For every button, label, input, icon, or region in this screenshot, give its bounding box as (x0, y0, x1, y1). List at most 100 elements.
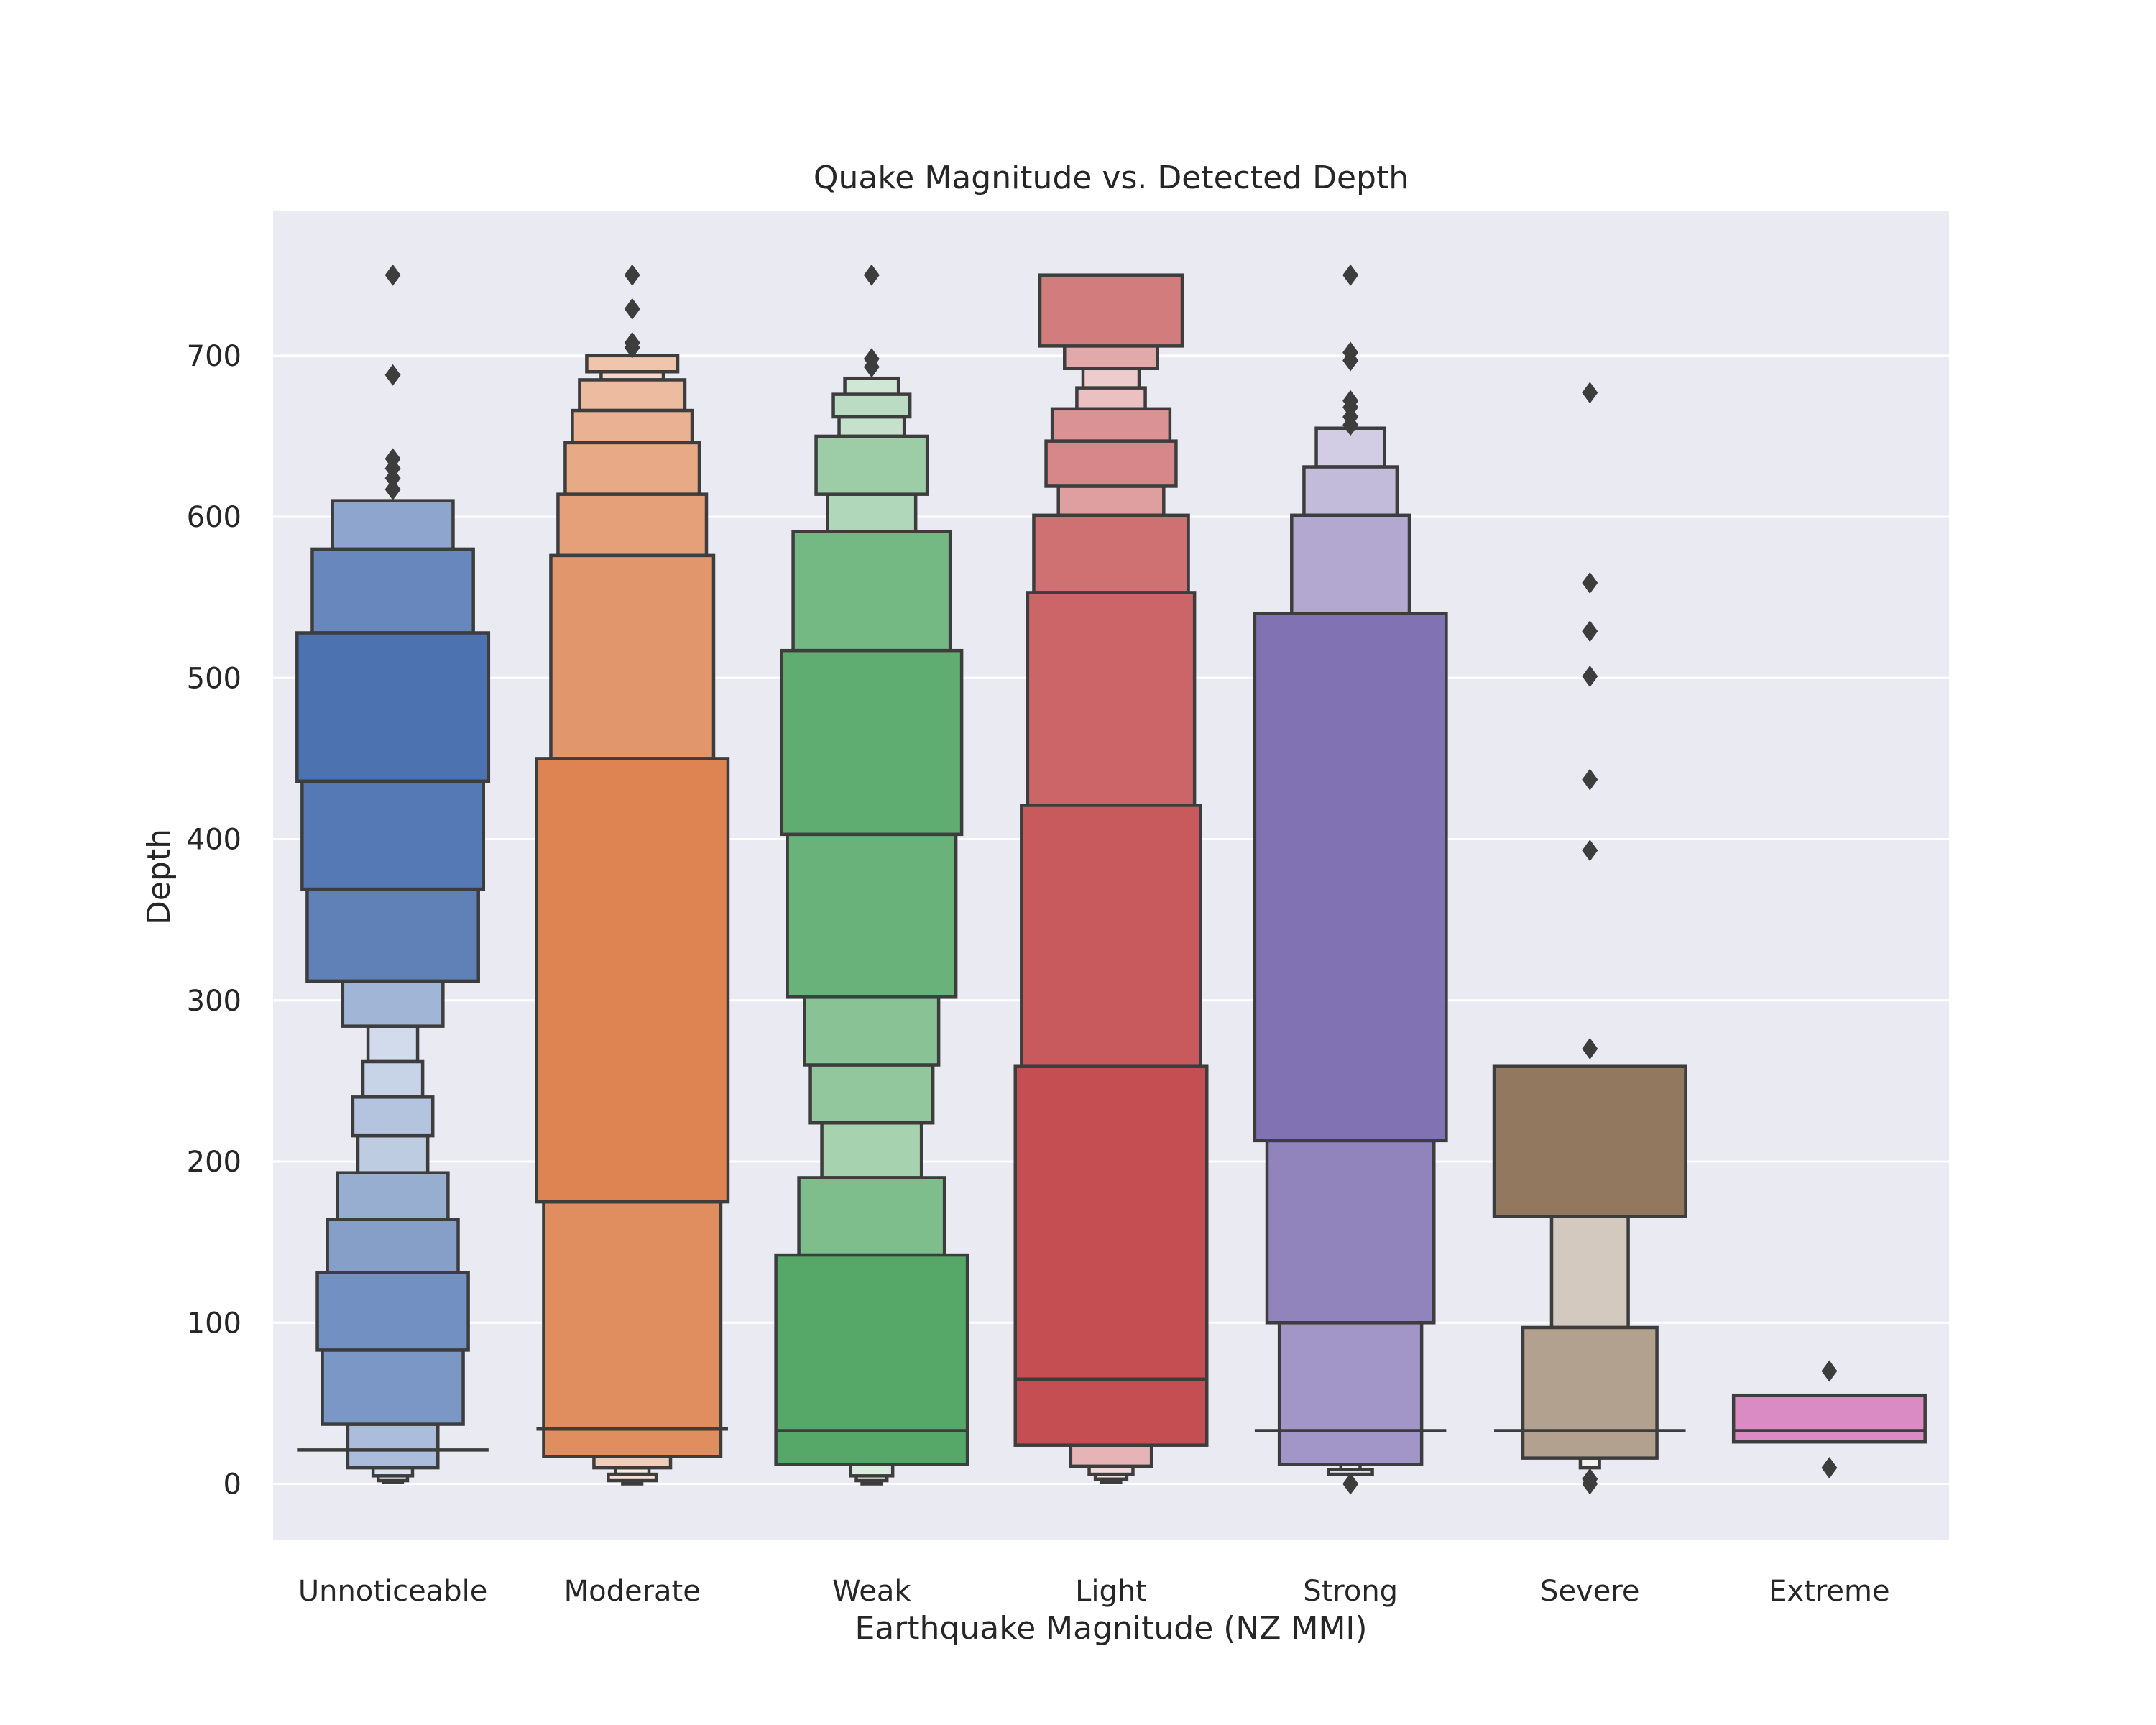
outlier-point (1582, 572, 1598, 594)
boxen-box (310, 547, 475, 635)
outlier-point (1582, 666, 1598, 688)
outlier-point (1342, 349, 1359, 372)
boxen-box (849, 1463, 895, 1478)
outlier-point (384, 364, 401, 386)
boxen-box (1302, 465, 1399, 518)
boxen-box (563, 441, 701, 496)
y-tick-label: 600 (187, 501, 241, 534)
boxen-box (786, 832, 958, 999)
boxen-box (1020, 804, 1202, 1068)
y-tick-label: 100 (187, 1307, 241, 1340)
y-tick-label: 300 (187, 985, 241, 1018)
boxen-box (331, 499, 455, 551)
x-tick-label: Unnoticeable (298, 1575, 487, 1608)
outlier-point (1582, 840, 1598, 862)
boxen-box (1032, 513, 1190, 594)
boxen-box (366, 1024, 420, 1064)
outlier-point (863, 356, 880, 378)
y-tick-label: 700 (187, 340, 241, 373)
outlier-point (1582, 1473, 1598, 1495)
boxen-severe (1492, 382, 1687, 1495)
boxen-box (356, 1133, 430, 1174)
boxen-series (295, 264, 1927, 1495)
boxen-box (820, 1121, 923, 1179)
boxen-box (578, 378, 687, 413)
outlier-point (384, 467, 401, 489)
outlier-point (1582, 620, 1598, 643)
boxen-box (1044, 439, 1178, 488)
boxen-box (1013, 1064, 1209, 1447)
outlier-point (1582, 382, 1598, 404)
outlier-point (1342, 264, 1359, 286)
boxen-box (843, 376, 900, 396)
outlier-point (1821, 1457, 1838, 1479)
boxen-light (1013, 273, 1209, 1484)
outlier-point (1821, 1360, 1838, 1382)
boxen-box (1050, 407, 1172, 443)
outlier-point (384, 478, 401, 500)
outlier-point (384, 264, 401, 286)
boxen-box (295, 631, 491, 783)
boxen-box (315, 1271, 470, 1352)
boxen-box (1549, 1215, 1630, 1330)
boxen-box (305, 887, 480, 983)
x-tick-label: Light (1075, 1575, 1147, 1608)
boxen-box (607, 1472, 658, 1483)
boxen-box (321, 1348, 465, 1426)
y-axis-ticks: 0 100 200 300 400 500 600 700 (187, 340, 241, 1501)
boxen-box (556, 492, 709, 558)
boxen-unnoticeable (295, 264, 491, 1484)
boxen-box (549, 553, 716, 760)
boxen-box (1056, 484, 1166, 518)
boxen-box (814, 434, 929, 496)
boxen-box (351, 1095, 435, 1138)
boxen-box (1265, 1138, 1436, 1325)
boxen-box (592, 1455, 673, 1470)
boxen-box (826, 492, 918, 533)
boxen-strong (1253, 264, 1448, 1495)
y-tick-label: 400 (187, 824, 241, 857)
boxen-box (346, 1422, 440, 1470)
boxen-box (831, 392, 912, 419)
boxen-box (1069, 1443, 1153, 1468)
boxen-box (300, 779, 486, 891)
outlier-point (624, 336, 640, 359)
boxen-box (780, 648, 964, 837)
boxen-box (1277, 1321, 1424, 1466)
x-tick-label: Weak (832, 1575, 911, 1608)
x-tick-label: Severe (1540, 1575, 1639, 1608)
boxen-box (341, 979, 445, 1028)
boxen-extreme (1731, 1360, 1927, 1479)
x-axis-label: Earthquake Magnitude (NZ MMI) (854, 1610, 1367, 1647)
outlier-point (624, 264, 640, 286)
x-axis-ticks: Unnoticeable Moderate Weak Light Strong Sever… (298, 1575, 1890, 1608)
boxen-box (791, 529, 952, 653)
x-tick-label: Moderate (564, 1575, 701, 1608)
outlier-point (1582, 768, 1598, 791)
boxen-box (1521, 1325, 1659, 1460)
outlier-point (1582, 1038, 1598, 1060)
chart-title: Quake Magnitude vs. Detected Depth (814, 160, 1409, 196)
boxen-box (1026, 591, 1197, 807)
boxen-box (336, 1171, 450, 1222)
y-tick-label: 200 (187, 1146, 241, 1179)
x-tick-label: Extreme (1769, 1575, 1889, 1608)
boxen-box (361, 1059, 425, 1099)
outlier-point (1342, 414, 1359, 436)
boxen-box (535, 757, 730, 1204)
boxen-box (1290, 513, 1411, 615)
boxen-box (571, 408, 694, 445)
boxen-box (774, 1253, 969, 1466)
boxen-box (797, 1176, 946, 1257)
boxen-box (1081, 367, 1141, 390)
boxen-box (837, 415, 906, 438)
y-tick-label: 0 (224, 1468, 241, 1501)
outlier-point (863, 264, 880, 286)
boxen-box (808, 1063, 935, 1125)
boxen-box (1492, 1064, 1687, 1218)
boxen-box (326, 1218, 460, 1275)
boxen-box (803, 995, 941, 1067)
outlier-point (1342, 1473, 1359, 1495)
y-tick-label: 500 (187, 662, 241, 695)
